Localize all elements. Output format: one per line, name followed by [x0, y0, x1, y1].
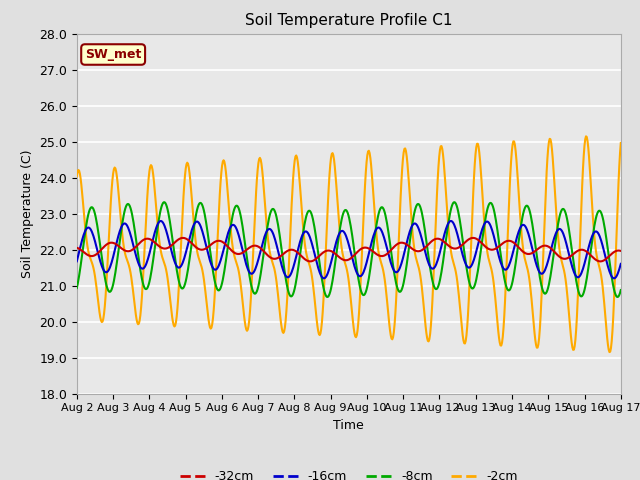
- Legend: -32cm, -16cm, -8cm, -2cm: -32cm, -16cm, -8cm, -2cm: [175, 465, 523, 480]
- Y-axis label: Soil Temperature (C): Soil Temperature (C): [20, 149, 34, 278]
- X-axis label: Time: Time: [333, 419, 364, 432]
- Title: Soil Temperature Profile C1: Soil Temperature Profile C1: [245, 13, 452, 28]
- Text: SW_met: SW_met: [85, 48, 141, 61]
